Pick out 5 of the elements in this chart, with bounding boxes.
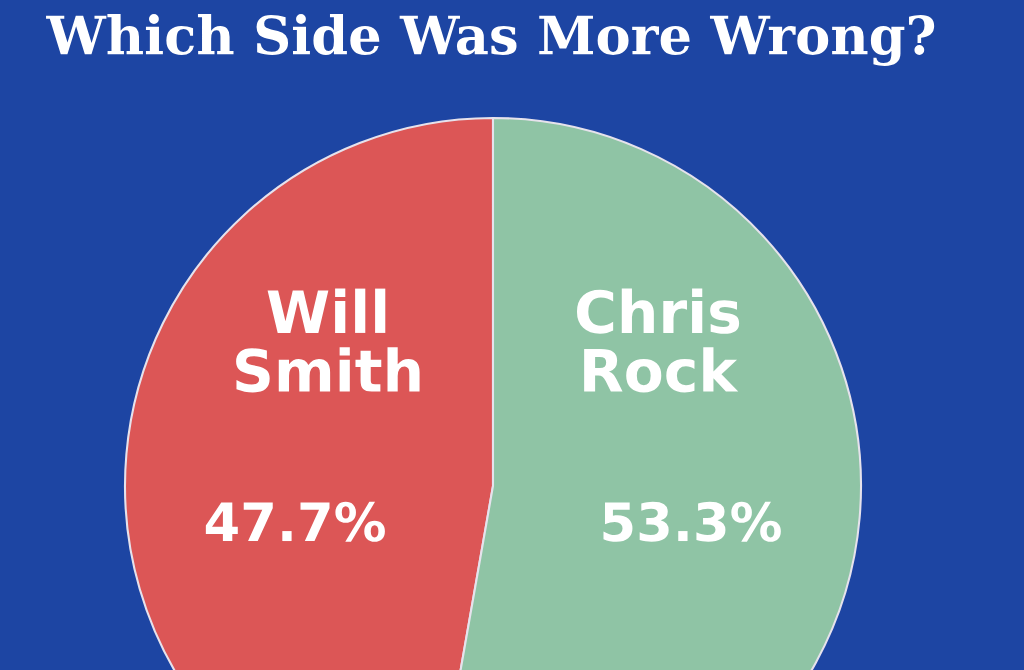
data-label: 53.3% (603, 501, 781, 542)
slice-label: Chris Rock (576, 288, 740, 393)
data-label: 47.7% (205, 501, 385, 542)
slice-label: Will Smith (236, 288, 420, 393)
chart-title: Which Side Was More Wrong? (46, 14, 935, 66)
